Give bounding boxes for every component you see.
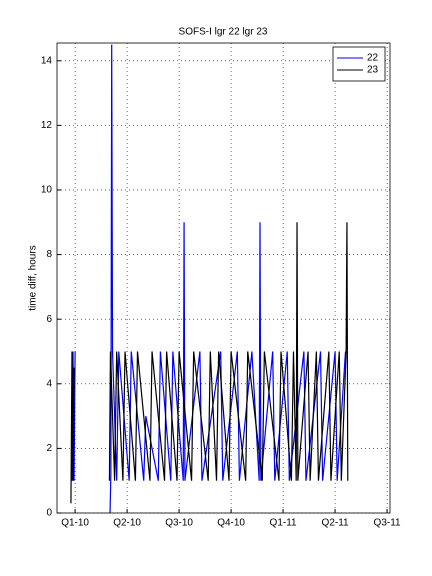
y-tick-label: 2: [46, 443, 52, 454]
y-tick-label: 0: [46, 508, 52, 519]
y-tick-label: 10: [41, 185, 53, 196]
legend-box: [332, 46, 386, 82]
axes-box: [56, 42, 391, 514]
x-tick-label: Q1-11: [270, 518, 297, 529]
y-tick-label: 14: [41, 55, 53, 66]
y-tick-label: 6: [46, 314, 52, 325]
y-tick-label: 8: [46, 249, 52, 260]
legend-label: 23: [367, 65, 379, 76]
x-tick-label: Q1-10: [61, 518, 89, 529]
x-tick-label: Q3-10: [165, 518, 193, 529]
chart-title: SOFS-I lgr 22 lgr 23: [179, 27, 268, 38]
x-tick-label: Q2-10: [113, 518, 141, 529]
y-tick-label: 4: [46, 378, 52, 389]
legend-label: 22: [367, 53, 379, 64]
x-tick-label: Q4-10: [217, 518, 245, 529]
y-tick-label: 12: [41, 120, 53, 131]
series-line: [70, 222, 349, 504]
x-tick-label: Q3-11: [374, 518, 401, 529]
x-tick-label: Q2-11: [322, 518, 349, 529]
y-axis-label: time diff, hours: [28, 245, 39, 310]
